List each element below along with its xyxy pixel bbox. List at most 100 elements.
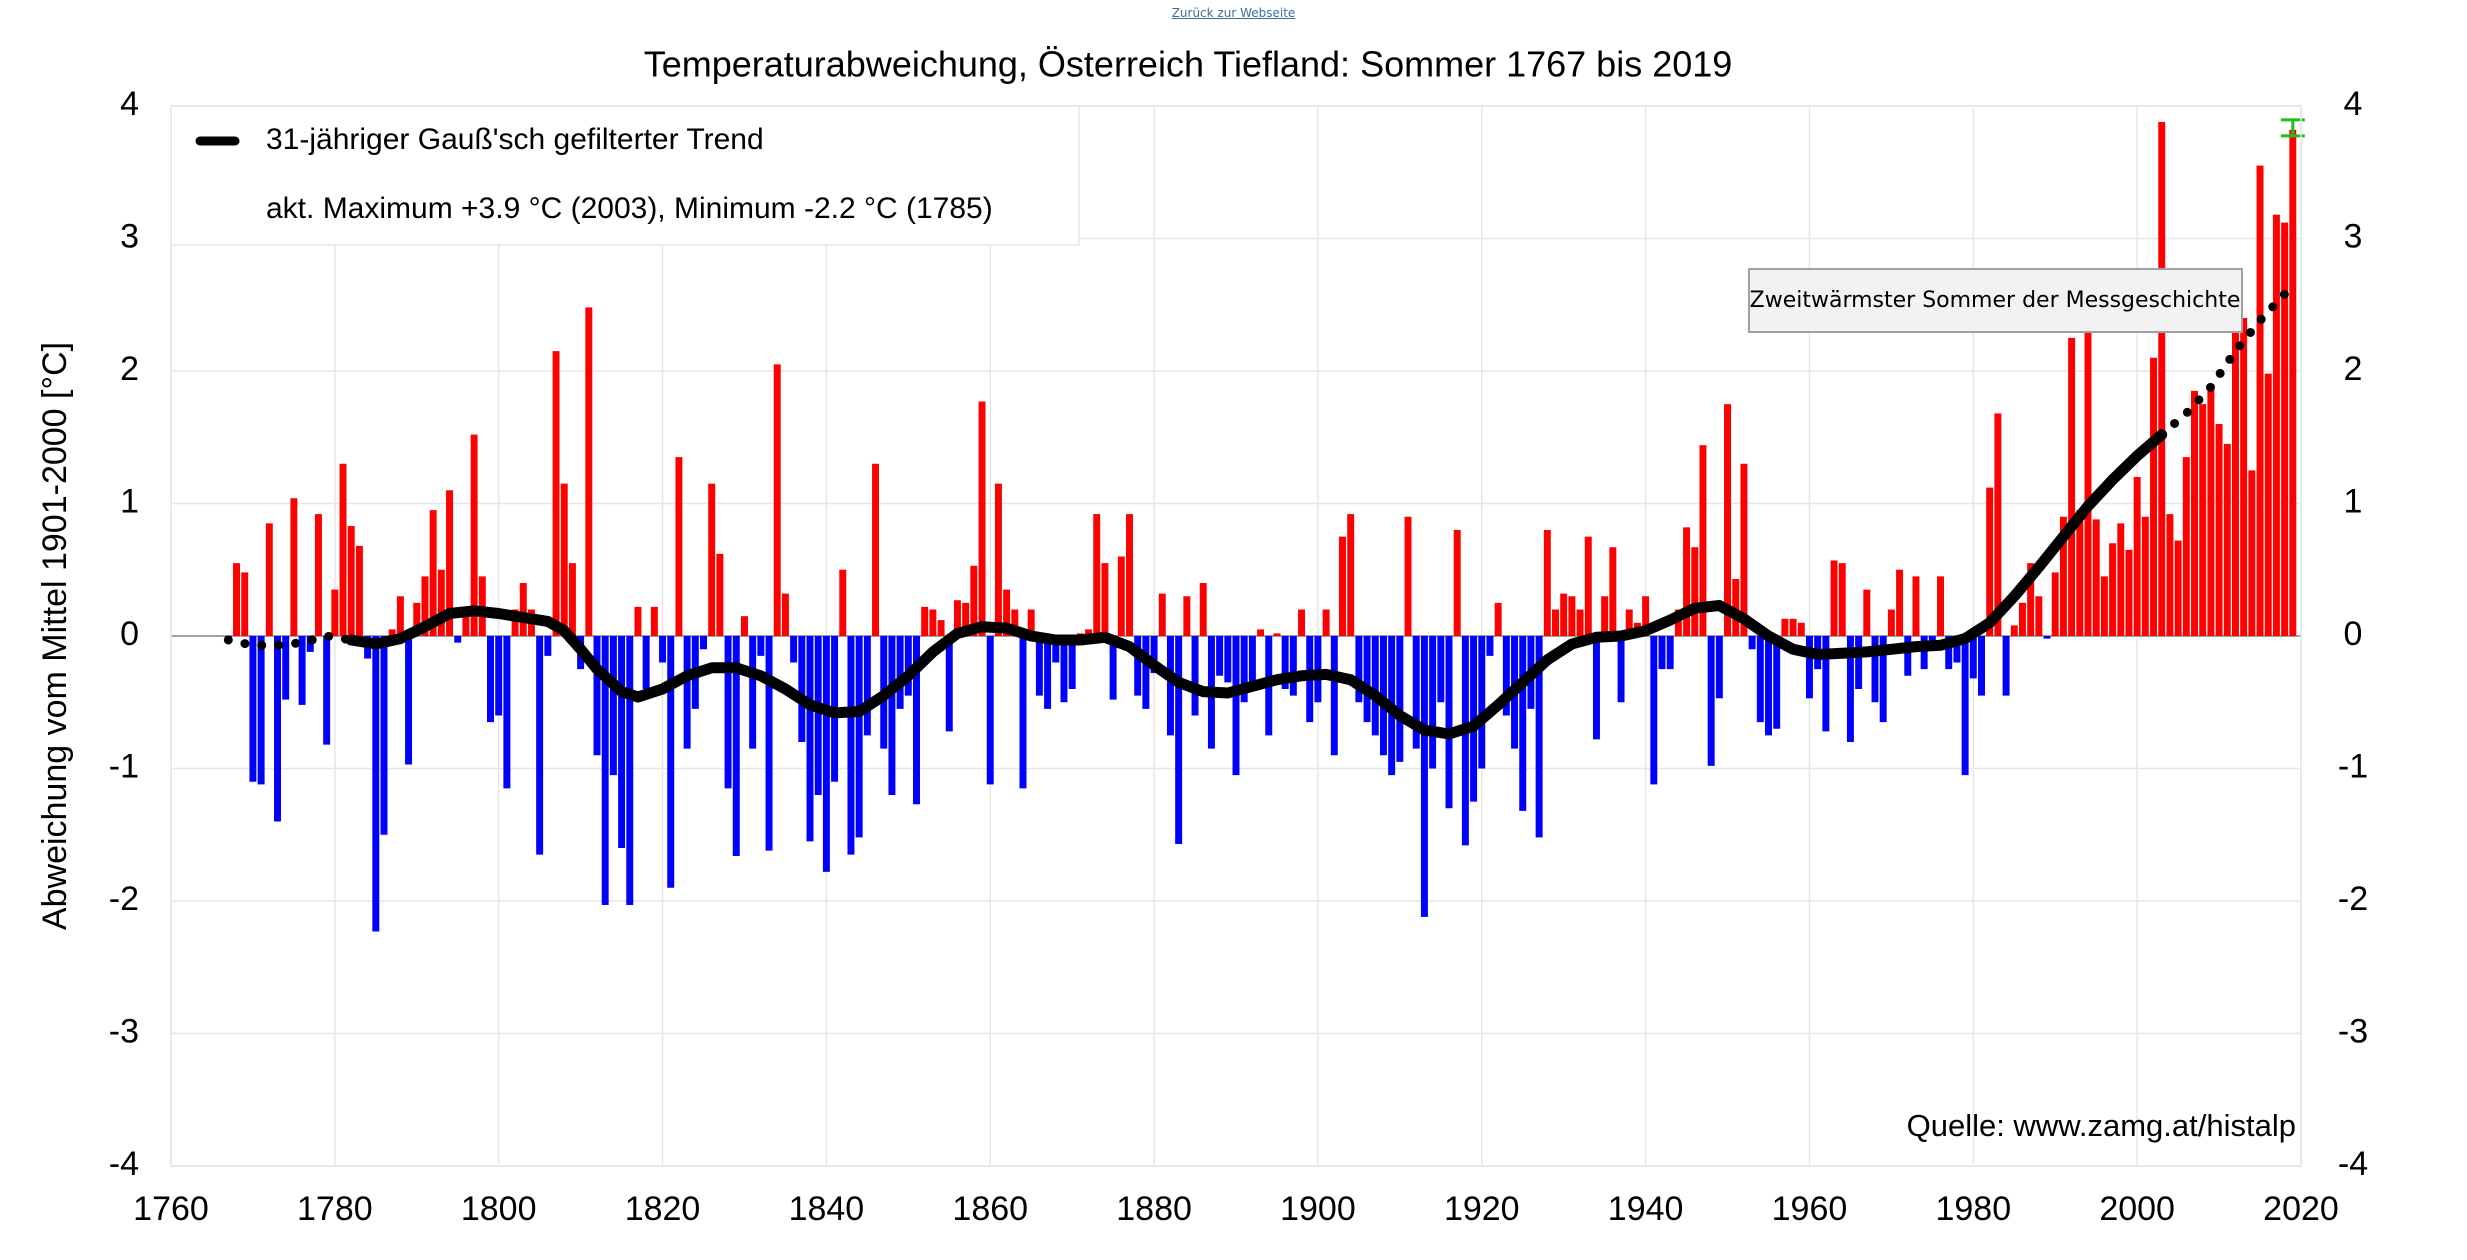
bar <box>470 434 478 636</box>
bar <box>519 583 527 636</box>
bar <box>798 636 806 742</box>
bar <box>650 606 658 636</box>
bar <box>839 569 847 636</box>
bar <box>2018 602 2026 636</box>
legend-box <box>170 105 1080 246</box>
bar <box>847 636 855 855</box>
bar <box>921 606 929 636</box>
bar <box>487 636 494 723</box>
bar <box>1257 629 1265 636</box>
y-tick-label: 0 <box>120 615 139 653</box>
bar <box>609 636 617 776</box>
bar <box>446 490 454 636</box>
bar <box>945 636 953 732</box>
tooltip-text: Zweitwärmster Sommer der Messgeschichte <box>1750 288 2241 313</box>
bar <box>618 636 626 848</box>
bar <box>1871 636 1879 703</box>
bar <box>2084 331 2092 636</box>
y2-tick-label: 3 <box>2344 217 2363 255</box>
bar <box>2150 357 2158 636</box>
bar <box>986 636 994 785</box>
y2-tick-label: 0 <box>2344 615 2363 653</box>
bar <box>1715 636 1723 699</box>
bar <box>855 636 863 838</box>
bar <box>2207 384 2215 636</box>
bar <box>1846 636 1854 742</box>
bar <box>740 616 748 636</box>
bar <box>1298 609 1306 636</box>
bar <box>1494 602 1502 636</box>
bar <box>781 593 789 636</box>
bar <box>2272 214 2280 636</box>
bar <box>1724 404 1732 636</box>
bar <box>454 636 462 643</box>
bar <box>1330 636 1338 756</box>
bar <box>1560 593 1568 636</box>
x-tick-label: 2020 <box>2263 1190 2339 1228</box>
bar <box>568 563 576 636</box>
bar <box>1855 636 1863 689</box>
bar <box>601 636 609 905</box>
bar <box>1429 636 1437 769</box>
bar <box>1650 636 1658 785</box>
bar <box>1322 609 1330 636</box>
bar <box>1281 636 1289 689</box>
bar <box>274 636 281 822</box>
bar <box>1773 636 1781 729</box>
bar <box>904 636 912 696</box>
bar <box>1003 589 1011 636</box>
tooltip-box <box>1748 268 2243 333</box>
y-tick-label: -3 <box>109 1012 139 1050</box>
trend-line <box>345 429 2168 740</box>
bar <box>1740 463 1748 636</box>
bar <box>708 483 716 636</box>
bar <box>462 609 470 636</box>
bar <box>1060 636 1068 703</box>
bar <box>863 636 871 736</box>
bar <box>1412 636 1420 749</box>
bar <box>1584 536 1592 636</box>
bar <box>1986 487 1994 636</box>
bar <box>2223 443 2231 636</box>
bar <box>634 606 642 636</box>
bar <box>1789 618 1797 636</box>
bar <box>1240 636 1248 703</box>
bar <box>1191 636 1199 716</box>
bar <box>1289 636 1297 696</box>
bar <box>1339 536 1346 636</box>
bar <box>1568 596 1576 636</box>
bar <box>1765 636 1772 736</box>
y-tick-label: 1 <box>120 482 139 520</box>
bar <box>757 636 765 656</box>
bar <box>257 636 265 785</box>
x-tick-label: 1800 <box>461 1190 537 1228</box>
y-tick-label: 3 <box>120 217 139 255</box>
bar <box>1470 636 1478 802</box>
bar <box>1044 636 1052 709</box>
bar <box>2248 470 2256 636</box>
bar <box>1994 413 2002 636</box>
bar <box>1109 636 1117 700</box>
bar <box>1691 547 1699 636</box>
bar <box>1166 636 1174 736</box>
bar <box>675 457 683 636</box>
x-tick-label: 1760 <box>133 1190 209 1228</box>
bar <box>429 510 437 636</box>
y2-tick-label: -3 <box>2338 1012 2368 1050</box>
bar <box>1134 636 1142 696</box>
bar <box>495 636 503 716</box>
bar <box>1175 636 1183 845</box>
back-link[interactable]: Zurück zur Webseite <box>1171 6 1296 20</box>
bar <box>1699 445 1707 636</box>
bar <box>421 576 429 636</box>
trend-line <box>223 631 356 650</box>
bar <box>1920 636 1928 670</box>
bar <box>2182 457 2190 636</box>
bar <box>642 636 650 689</box>
bar <box>700 636 707 650</box>
bar <box>1248 636 1256 683</box>
bar <box>2141 516 2149 636</box>
bar <box>1396 636 1404 762</box>
bar <box>331 589 339 636</box>
bar <box>765 636 773 851</box>
